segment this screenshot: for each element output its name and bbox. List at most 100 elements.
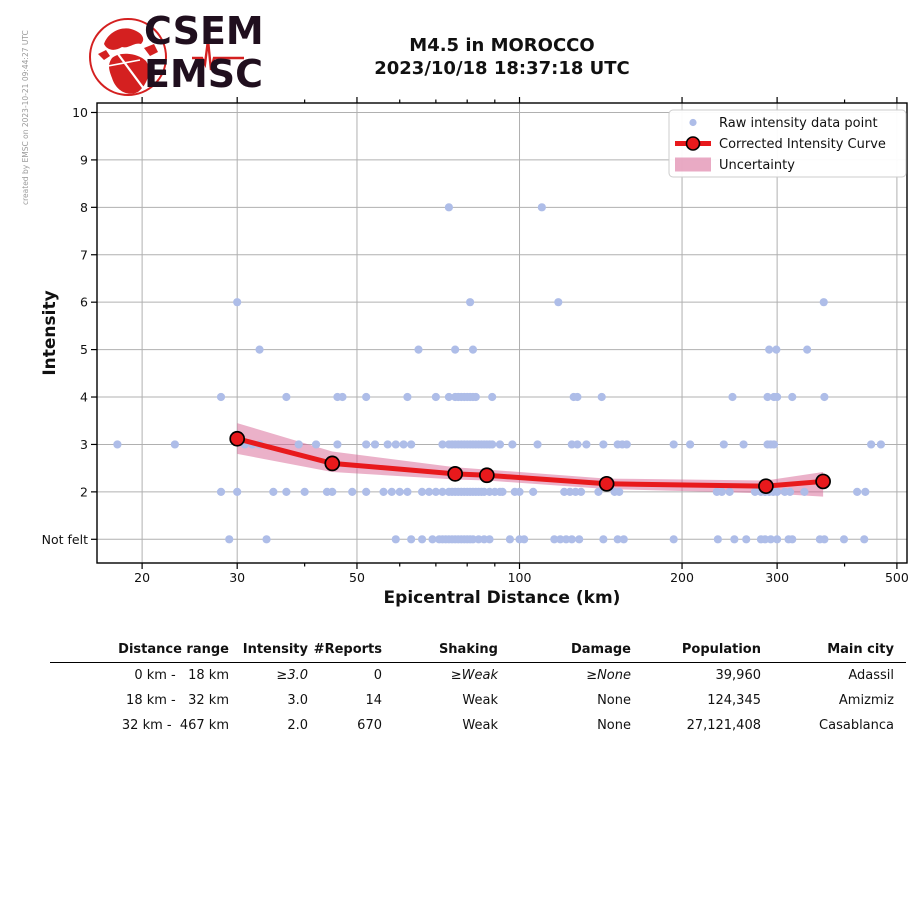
table-body: 0 km - 18 km ≥3.0 0 ≥Weak ≥None 39,960 Adassil… [50, 663, 906, 738]
raw-data-point [573, 392, 582, 402]
emsc-logo: CSEM EMSC [84, 8, 264, 108]
table-cell: 3.0 [287, 693, 308, 708]
curve-marker [598, 475, 615, 492]
raw-data-point [505, 535, 515, 544]
raw-data-point [576, 487, 586, 496]
raw-data-point [599, 535, 608, 544]
raw-data-point [573, 440, 582, 449]
raw-data-point [431, 487, 440, 496]
raw-data-point [560, 487, 569, 496]
table-cell: 39,960 [715, 668, 762, 683]
logo-line-emsc: EMSC [144, 52, 264, 96]
legend-label: Raw intensity data point [719, 116, 878, 131]
raw-data-point [485, 535, 494, 544]
raw-data-point [550, 535, 559, 544]
raw-data-point [597, 392, 606, 402]
table-cell: Casablanca [819, 718, 894, 733]
raw-data-point [395, 487, 404, 496]
raw-data-point [438, 487, 447, 496]
table-header-cell: Shaking [438, 642, 498, 657]
table-cell: Amizmiz [838, 693, 894, 708]
corrected-intensity-curve [229, 430, 831, 495]
raw-data-point [170, 440, 179, 449]
raw-data-point [294, 440, 303, 449]
legend-box [668, 109, 907, 178]
raw-data-point [669, 440, 678, 449]
table-cell: ≥None [586, 668, 631, 683]
table-cell: 18 km - 32 km [126, 693, 229, 708]
y-tick-label: Not felt [42, 532, 88, 547]
raw-data-point [575, 535, 584, 544]
curve-marker [229, 430, 246, 447]
table-cell: 0 [373, 668, 382, 683]
raw-data-point [495, 440, 505, 449]
globe-icon [89, 18, 244, 96]
raw-data-point [750, 487, 760, 496]
raw-data-point [370, 440, 380, 449]
y-tick-label: 10 [72, 105, 88, 120]
raw-data-point [424, 487, 434, 496]
x-axis-tick-labels: 20 30 50 100 200 300 500 [134, 570, 909, 585]
y-tick-label: 7 [80, 247, 88, 262]
table-cell: 2.0 [287, 718, 308, 733]
summary-table: Distance range Intensity #Reports Shaking Da… [50, 639, 906, 738]
raw-data-point [233, 298, 242, 307]
raw-data-point [262, 535, 271, 544]
title-event: M4.5 in MOROCCO [409, 35, 595, 56]
curve-marker [815, 473, 831, 490]
raw-data-point [488, 392, 497, 402]
table-row: 18 km - 32 km 3.0 14 Weak None 124,345 Amizmiz [50, 688, 906, 713]
y-tick-label: 9 [80, 152, 88, 167]
table-header-row: Distance range Intensity #Reports Shaking Da… [50, 639, 906, 663]
raw-data-point [562, 535, 571, 544]
raw-data-point [311, 440, 321, 449]
raw-data-point [488, 440, 497, 449]
legend-curve-marker-icon [685, 136, 701, 151]
raw-data-point [760, 535, 770, 544]
intensity-chart: 20 30 50 100 200 300 500 10 9 8 7 6 5 4 3 2 Not felt Epic… [40, 97, 909, 608]
raw-data-point [773, 487, 782, 496]
table-cell: Weak [462, 718, 498, 733]
raw-data-point [867, 440, 876, 449]
raw-data-point [622, 440, 631, 449]
raw-data-point [853, 487, 862, 496]
raw-data-point [508, 440, 517, 449]
raw-data-point [594, 487, 603, 496]
y-axis-title: Intensity [40, 290, 60, 375]
x-axis-title: Epicentral Distance (km) [384, 588, 621, 608]
raw-data-point [338, 392, 347, 402]
table-cell: None [597, 693, 631, 708]
x-tick-label: 100 [508, 570, 532, 585]
raw-data-point [717, 487, 726, 496]
table-cell: ≥Weak [450, 668, 498, 683]
raw-data-point [766, 535, 775, 544]
x-tick-label: 30 [229, 570, 245, 585]
table-cell: ≥3.0 [276, 668, 308, 683]
raw-data-point [515, 487, 524, 496]
raw-data-point [233, 487, 242, 496]
raw-data-point [333, 440, 342, 449]
raw-data-point [438, 440, 447, 449]
raw-data-point [428, 535, 437, 544]
axis-ticks [91, 97, 898, 569]
raw-data-point [471, 392, 480, 402]
raw-data-point [225, 535, 234, 544]
raw-data-point [556, 535, 565, 544]
y-tick-label: 6 [80, 295, 88, 310]
table-header-cell: Damage [570, 642, 631, 657]
raw-data-point [403, 392, 412, 402]
y-tick-label: 5 [80, 342, 88, 357]
raw-data-point [619, 535, 628, 544]
raw-data-point [719, 440, 728, 449]
page-title: M4.5 in MOROCCO 2023/10/18 18:37:18 UTC [262, 34, 742, 80]
curve-marker [758, 478, 774, 495]
raw-data-point [615, 487, 624, 496]
legend-raw-point-icon [689, 118, 697, 127]
raw-data-point [861, 487, 870, 496]
table-cell: None [597, 718, 631, 733]
table-row: 0 km - 18 km ≥3.0 0 ≥Weak ≥None 39,960 Adassil [50, 663, 906, 688]
table-header-cell: #Reports [313, 642, 382, 657]
raw-data-point [567, 535, 576, 544]
raw-data-point [803, 345, 812, 354]
legend-label: Corrected Intensity Curve [719, 137, 886, 152]
